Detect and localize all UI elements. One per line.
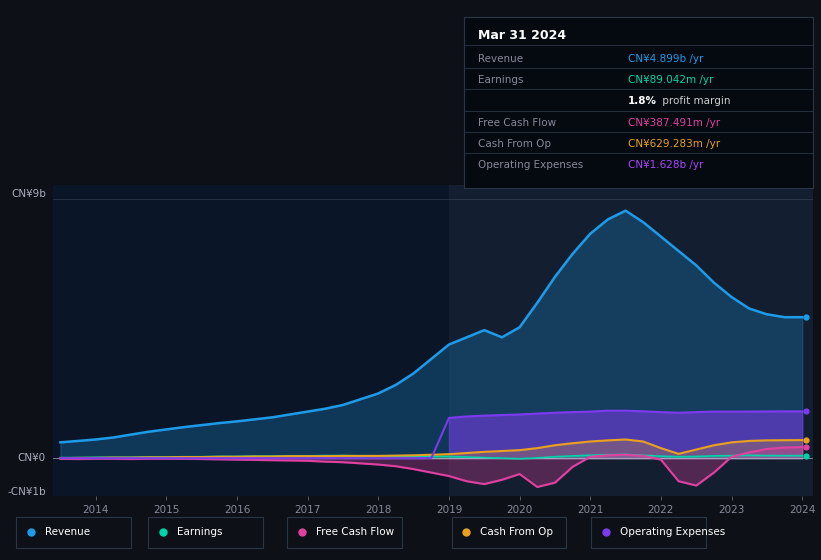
Text: CN¥0: CN¥0 xyxy=(17,453,46,463)
Text: Free Cash Flow: Free Cash Flow xyxy=(316,528,394,537)
Text: CN¥629.283m /yr: CN¥629.283m /yr xyxy=(628,139,720,149)
Text: Revenue: Revenue xyxy=(478,54,523,64)
Text: CN¥4.899b /yr: CN¥4.899b /yr xyxy=(628,54,704,64)
Text: Free Cash Flow: Free Cash Flow xyxy=(478,118,556,128)
Text: -CN¥1b: -CN¥1b xyxy=(7,487,46,497)
Text: Cash From Op: Cash From Op xyxy=(480,528,553,537)
Text: CN¥387.491m /yr: CN¥387.491m /yr xyxy=(628,118,720,128)
Text: Operating Expenses: Operating Expenses xyxy=(620,528,725,537)
Text: Earnings: Earnings xyxy=(177,528,222,537)
Text: Operating Expenses: Operating Expenses xyxy=(478,160,583,170)
Text: profit margin: profit margin xyxy=(659,96,731,106)
Text: CN¥89.042m /yr: CN¥89.042m /yr xyxy=(628,75,713,85)
Text: 1.8%: 1.8% xyxy=(628,96,657,106)
Text: Revenue: Revenue xyxy=(45,528,90,537)
Text: Cash From Op: Cash From Op xyxy=(478,139,551,149)
Bar xyxy=(449,185,813,496)
Text: CN¥9b: CN¥9b xyxy=(11,189,46,199)
Text: Mar 31 2024: Mar 31 2024 xyxy=(478,29,566,42)
Text: Earnings: Earnings xyxy=(478,75,523,85)
Text: CN¥1.628b /yr: CN¥1.628b /yr xyxy=(628,160,704,170)
